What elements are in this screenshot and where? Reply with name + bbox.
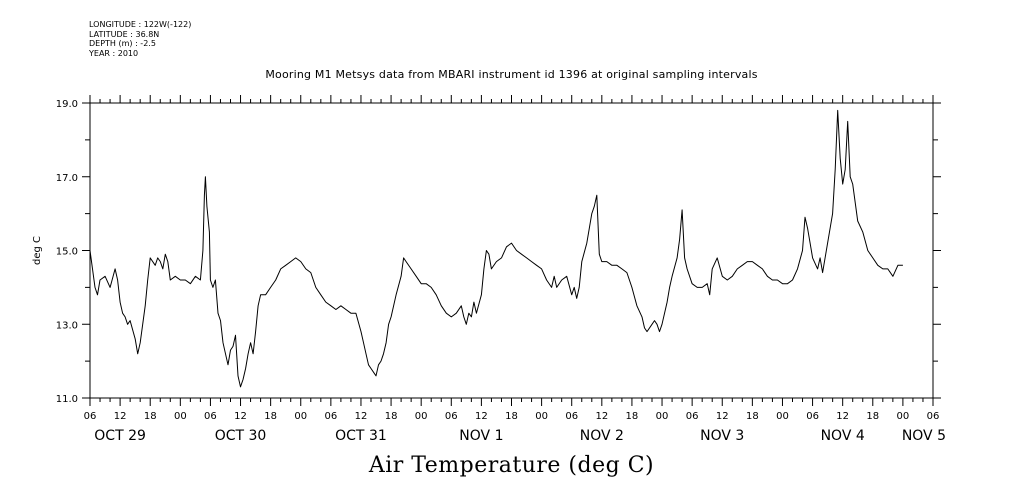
y-tick-label: 17.0 xyxy=(56,173,78,184)
y-tick-label: 13.0 xyxy=(56,320,78,331)
year-label: YEAR : 2010 xyxy=(89,48,139,58)
plot-border xyxy=(89,102,934,399)
x-hour-label: 00 xyxy=(656,411,669,422)
x-hour-label: 00 xyxy=(776,411,789,422)
x-hour-label: 12 xyxy=(716,411,729,422)
y-axis: 11.0 13.0 15.0 17.0 19.0 deg C xyxy=(32,99,941,405)
air-temperature-line xyxy=(89,109,903,388)
y-tick-label: 11.0 xyxy=(56,394,78,405)
x-hour-label: 00 xyxy=(415,411,428,422)
x-axis: 06 12 18 00 06 12 18 00 06 12 18 00 06 12 18 00 06 12 18 00… xyxy=(84,95,946,444)
depth-label: DEPTH (m) : -2.5 xyxy=(89,39,156,48)
x-hour-label: 00 xyxy=(897,411,910,422)
plot-frame xyxy=(89,102,934,399)
x-hour-label: 00 xyxy=(294,411,307,422)
x-day-label: NOV 5 xyxy=(902,428,946,444)
x-hour-label: 12 xyxy=(475,411,488,422)
x-day-label: NOV 2 xyxy=(580,428,624,444)
metadata-header: LONGITUDE : 122W(-122) LATITUDE : 36.8N … xyxy=(89,20,191,58)
x-day-label: OCT 31 xyxy=(335,428,387,444)
x-hour-label: 12 xyxy=(234,411,247,422)
x-day-label: OCT 30 xyxy=(215,428,267,444)
x-hour-label: 18 xyxy=(385,411,398,422)
x-hour-label: 18 xyxy=(264,411,277,422)
series-layer xyxy=(89,109,903,388)
x-day-label: NOV 1 xyxy=(459,428,503,444)
x-hour-label: 18 xyxy=(626,411,639,422)
x-day-label: NOV 4 xyxy=(821,428,865,444)
x-hour-label: 00 xyxy=(174,411,187,422)
x-hour-label: 06 xyxy=(204,411,217,422)
longitude-label: LONGITUDE : 122W(-122) xyxy=(89,20,192,29)
x-hour-label: 06 xyxy=(806,411,819,422)
x-hour-label: 12 xyxy=(836,411,849,422)
x-hour-label: 06 xyxy=(324,411,337,422)
x-hour-label: 18 xyxy=(144,411,157,422)
y-tick-label: 15.0 xyxy=(56,247,78,258)
x-hour-label: 06 xyxy=(84,411,97,422)
x-hour-label: 06 xyxy=(445,411,458,422)
x-hour-label: 18 xyxy=(866,411,879,422)
x-hour-label: 12 xyxy=(355,411,368,422)
x-hour-label: 12 xyxy=(595,411,608,422)
variable-title: Air Temperature (deg C) xyxy=(368,453,655,478)
x-hour-label: 06 xyxy=(686,411,699,422)
x-hour-label: 12 xyxy=(114,411,127,422)
latitude-label: LATITUDE : 36.8N xyxy=(89,29,160,39)
chart-title: Mooring M1 Metsys data from MBARI instru… xyxy=(265,68,758,81)
x-day-label: NOV 3 xyxy=(700,428,744,444)
x-day-label: OCT 29 xyxy=(94,428,146,444)
x-hour-label: 00 xyxy=(535,411,548,422)
x-hour-label: 06 xyxy=(927,411,940,422)
x-hour-label: 18 xyxy=(505,411,518,422)
x-hour-label: 18 xyxy=(746,411,759,422)
y-axis-label: deg C xyxy=(32,236,43,265)
x-hour-label: 06 xyxy=(565,411,578,422)
y-tick-label: 19.0 xyxy=(56,99,78,110)
